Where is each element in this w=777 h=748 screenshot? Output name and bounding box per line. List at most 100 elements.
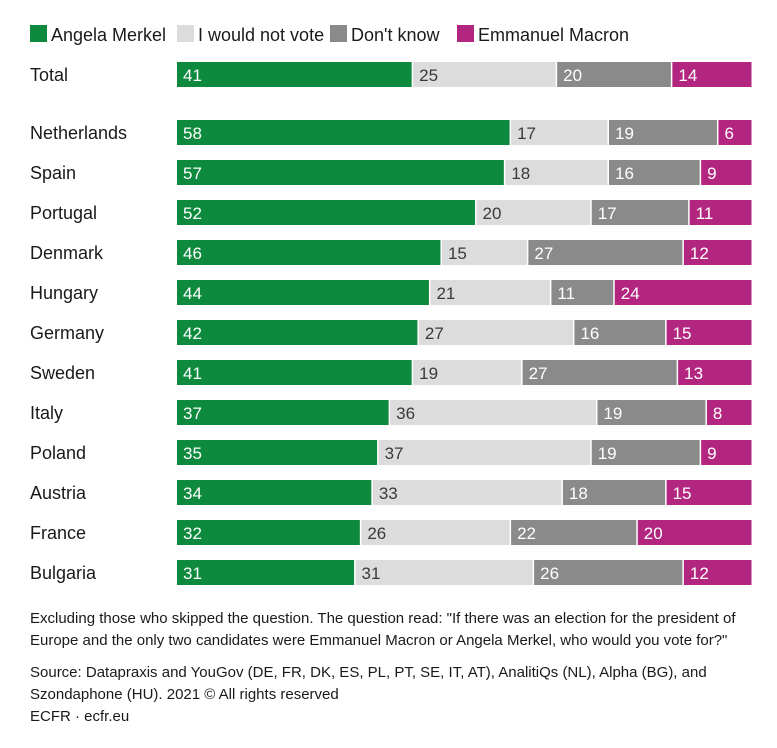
bar-row-denmark: Denmark 46 15 27 12 <box>30 240 752 265</box>
bar-row-poland: Poland 35 37 19 9 <box>30 440 752 465</box>
row-label: Sweden <box>30 363 95 383</box>
bar-segment-emmanuel-macron <box>614 280 752 305</box>
legend-label: Angela Merkel <box>51 25 166 45</box>
data-label: 15 <box>673 484 692 503</box>
bar-segment-angela-merkel <box>177 360 412 385</box>
data-label: 18 <box>569 484 588 503</box>
bar-segment-angela-merkel <box>177 62 412 87</box>
legend-label: I would not vote <box>198 25 324 45</box>
data-label: 22 <box>517 524 536 543</box>
bar-segment-i-would-not-vote <box>372 480 562 505</box>
data-label: 27 <box>534 244 553 263</box>
bar-row-france: France 32 26 22 20 <box>30 520 752 545</box>
bar-segment-i-would-not-vote <box>476 200 591 225</box>
data-label: 20 <box>483 204 502 223</box>
row-label: Bulgaria <box>30 563 97 583</box>
bar-segment-don-t-know <box>511 520 637 545</box>
bar-segment-don-t-know <box>562 480 666 505</box>
legend-label: Emmanuel Macron <box>478 25 629 45</box>
bar-row-sweden: Sweden 41 19 27 13 <box>30 360 752 385</box>
bar-segment-angela-merkel <box>177 320 418 345</box>
data-label: 24 <box>621 284 640 303</box>
bar-segment-i-would-not-vote <box>413 62 556 87</box>
data-label: 6 <box>724 124 733 143</box>
bar-segment-emmanuel-macron <box>701 440 752 465</box>
bar-segment-angela-merkel <box>177 520 360 545</box>
legend-swatch <box>177 25 194 42</box>
bar-segment-emmanuel-macron <box>701 160 752 185</box>
legend-label: Don't know <box>351 25 440 45</box>
bar-segment-don-t-know <box>551 280 614 305</box>
data-label: 20 <box>644 524 663 543</box>
data-label: 37 <box>385 444 404 463</box>
data-label: 44 <box>183 284 202 303</box>
bar-segment-angela-merkel <box>177 200 476 225</box>
bar-row-total: Total 41 25 20 14 <box>30 62 752 87</box>
bar-segment-i-would-not-vote <box>361 520 510 545</box>
data-label: 33 <box>379 484 398 503</box>
row-label: Total <box>30 65 68 85</box>
data-label: 16 <box>580 324 599 343</box>
bar-segment-emmanuel-macron <box>637 520 752 545</box>
bar-row-netherlands: Netherlands 58 17 19 6 <box>30 120 752 145</box>
data-label: 11 <box>696 204 714 223</box>
data-label: 12 <box>690 564 709 583</box>
data-label: 16 <box>615 164 634 183</box>
bar-segment-emmanuel-macron <box>666 480 752 505</box>
bar-segment-i-would-not-vote <box>413 360 522 385</box>
question-note: Excluding those who skipped the question… <box>30 610 736 649</box>
row-label: Poland <box>30 443 86 463</box>
bar-segment-i-would-not-vote <box>441 240 527 265</box>
data-label: 26 <box>540 564 559 583</box>
row-label: Denmark <box>30 243 104 263</box>
bar-segment-i-would-not-vote <box>378 440 591 465</box>
data-label: 34 <box>183 484 202 503</box>
data-label: 41 <box>183 364 202 383</box>
bar-row-germany: Germany 42 27 16 15 <box>30 320 752 345</box>
legend: Angela Merkel I would not vote Don't know E… <box>30 25 629 45</box>
bar-segment-angela-merkel <box>177 440 378 465</box>
bar-segment-don-t-know <box>528 240 683 265</box>
data-label: 17 <box>517 124 536 143</box>
bar-segment-don-t-know <box>597 400 706 425</box>
data-label: 20 <box>563 66 582 85</box>
bar-segment-emmanuel-macron <box>683 560 752 585</box>
bar-segment-angela-merkel <box>177 240 441 265</box>
legend-swatch <box>457 25 474 42</box>
bar-segment-don-t-know <box>591 200 689 225</box>
legend-swatch <box>30 25 47 42</box>
data-label: 19 <box>419 364 438 383</box>
data-label: 14 <box>678 66 697 85</box>
data-label: 25 <box>419 66 438 85</box>
bar-segment-don-t-know <box>522 360 677 385</box>
bar-segment-emmanuel-macron <box>706 400 752 425</box>
row-label: Netherlands <box>30 123 127 143</box>
legend-item-i-would-not-vote: I would not vote <box>177 25 324 45</box>
data-label: 58 <box>183 124 202 143</box>
data-label: 57 <box>183 164 202 183</box>
bar-segment-angela-merkel <box>177 400 389 425</box>
data-label: 31 <box>183 564 202 583</box>
row-label: Germany <box>30 323 104 343</box>
data-label: 19 <box>598 444 617 463</box>
bar-segment-angela-merkel <box>177 280 429 305</box>
bar-segment-emmanuel-macron <box>718 120 752 145</box>
bar-segment-emmanuel-macron <box>678 360 752 385</box>
bar-segment-i-would-not-vote <box>430 280 550 305</box>
data-label: 41 <box>183 66 202 85</box>
bar-segment-don-t-know <box>574 320 666 345</box>
bar-segment-angela-merkel <box>177 480 372 505</box>
data-label: 13 <box>684 364 703 383</box>
data-label: 27 <box>425 324 444 343</box>
bar-segment-emmanuel-macron <box>666 320 752 345</box>
bar-segment-don-t-know <box>609 120 717 145</box>
data-label: 15 <box>673 324 692 343</box>
bar-segment-emmanuel-macron <box>683 240 752 265</box>
data-label: 37 <box>183 404 202 423</box>
row-label: Hungary <box>30 283 98 303</box>
data-label: 19 <box>603 404 622 423</box>
data-label: 36 <box>396 404 415 423</box>
bar-segment-angela-merkel <box>177 560 355 585</box>
data-label: 18 <box>511 164 530 183</box>
data-label: 46 <box>183 244 202 263</box>
